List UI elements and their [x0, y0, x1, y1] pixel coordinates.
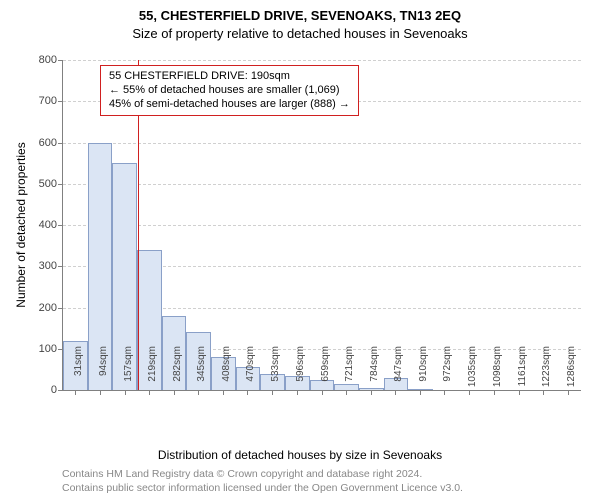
- y-tick-label: 700: [39, 95, 63, 107]
- gridline: [63, 143, 581, 144]
- y-tick-label: 100: [39, 343, 63, 355]
- y-tick-label: 500: [39, 178, 63, 190]
- gridline: [63, 60, 581, 61]
- gridline: [63, 184, 581, 185]
- y-tick-label: 400: [39, 219, 63, 231]
- x-tick-label: 533sqm: [270, 346, 281, 396]
- x-tick-label: 847sqm: [393, 346, 404, 396]
- data-attribution: Contains HM Land Registry data © Crown c…: [62, 468, 463, 495]
- y-tick-label: 300: [39, 260, 63, 272]
- chart-address-title: 55, CHESTERFIELD DRIVE, SEVENOAKS, TN13 …: [0, 8, 600, 23]
- y-tick-label: 200: [39, 302, 63, 314]
- x-tick-label: 659sqm: [320, 346, 331, 396]
- annotation-line-2: ← 55% of detached houses are smaller (1,…: [109, 84, 350, 98]
- chart-subtitle: Size of property relative to detached ho…: [0, 26, 600, 41]
- footer-line-2: Contains public sector information licen…: [62, 482, 463, 496]
- x-tick-label: 31sqm: [73, 346, 84, 396]
- x-tick-label: 219sqm: [147, 346, 158, 396]
- x-tick-label: 972sqm: [442, 346, 453, 396]
- annotation-box: 55 CHESTERFIELD DRIVE: 190sqm ← 55% of d…: [100, 65, 359, 116]
- y-tick-label: 800: [39, 54, 63, 66]
- property-size-chart: 55, CHESTERFIELD DRIVE, SEVENOAKS, TN13 …: [0, 0, 600, 500]
- x-tick-label: 784sqm: [369, 346, 380, 396]
- annotation-line-1: 55 CHESTERFIELD DRIVE: 190sqm: [109, 70, 350, 84]
- x-tick-label: 470sqm: [245, 346, 256, 396]
- x-tick-label: 282sqm: [172, 346, 183, 396]
- x-axis-label: Distribution of detached houses by size …: [0, 448, 600, 462]
- x-tick-label: 1098sqm: [492, 346, 503, 396]
- x-tick-label: 910sqm: [418, 346, 429, 396]
- y-tick-label: 0: [51, 384, 63, 396]
- footer-line-1: Contains HM Land Registry data © Crown c…: [62, 468, 463, 482]
- x-tick-label: 408sqm: [221, 346, 232, 396]
- x-tick-label: 1035sqm: [467, 346, 478, 396]
- x-tick-label: 596sqm: [295, 346, 306, 396]
- x-tick-label: 1223sqm: [541, 346, 552, 396]
- x-tick-label: 1286sqm: [566, 346, 577, 396]
- x-tick-label: 345sqm: [196, 346, 207, 396]
- x-tick-label: 94sqm: [98, 346, 109, 396]
- x-tick-label: 721sqm: [344, 346, 355, 396]
- gridline: [63, 225, 581, 226]
- y-axis-label: Number of detached properties: [14, 60, 28, 390]
- annotation-line-3: 45% of semi-detached houses are larger (…: [109, 98, 350, 112]
- x-tick-label: 157sqm: [123, 346, 134, 396]
- x-tick-label: 1161sqm: [517, 346, 528, 396]
- y-tick-label: 600: [39, 137, 63, 149]
